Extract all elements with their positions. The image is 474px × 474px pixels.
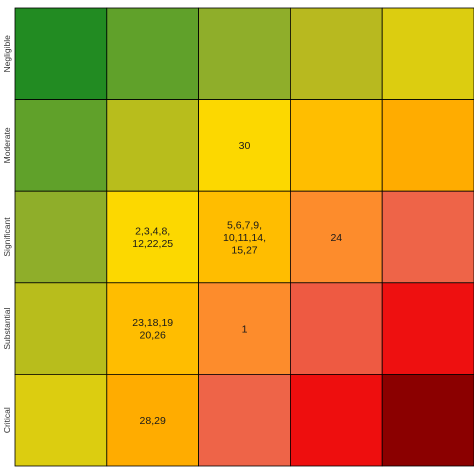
cell-label-r5-c2-line1: 28,29	[140, 415, 166, 427]
heatmap-cell-r5-c4	[289, 373, 383, 467]
cell-label-r2-c3-line1: 30	[239, 140, 251, 152]
heatmap-cell-r3-c2	[106, 190, 200, 284]
heatmap-cell-r5-c3	[198, 373, 291, 467]
heatmap-cells: 30 2,3,4,8,12,22,25 5,6,7,9,10,11,14,15,27…	[14, 7, 474, 467]
heatmap-cell-r3-c4	[289, 190, 383, 284]
heatmap-cell-r2-c4	[289, 99, 383, 192]
heatmap-cell-r1-c3	[198, 7, 291, 100]
heatmap-cell-r5-c1	[14, 373, 108, 467]
heatmap-cell-r3-c3	[198, 190, 291, 284]
heatmap-cell-r4-c5	[381, 282, 474, 375]
cell-label-r3-c3-line2: 10,11,14,	[223, 232, 266, 244]
heatmap-cell-r4-c3	[198, 282, 291, 375]
row-label-substantial: Substantial	[2, 307, 12, 349]
heatmap-cell-r2-c5	[381, 99, 474, 192]
heatmap-cell-r1-c1	[14, 7, 108, 100]
cell-label-r4-c3-line1: 1	[242, 323, 248, 335]
heatmap-cell-r2-c2	[106, 99, 200, 192]
heatmap-cell-r3-c5	[381, 190, 474, 284]
heatmap-cell-r5-c2	[106, 373, 200, 467]
row-label-critical: Critical	[2, 407, 12, 433]
row-label-negligible: Negligible	[2, 35, 12, 73]
heatmap-cell-r4-c4	[289, 282, 383, 375]
heatmap-cell-r4-c1	[14, 282, 108, 375]
heatmap-cell-r1-c2	[106, 7, 200, 100]
heatmap-cell-r5-c5	[381, 373, 474, 467]
cell-label-r4-c2-line2: 20,26	[140, 330, 166, 342]
cell-label-r3-c3-line1: 5,6,7,9,	[227, 219, 262, 231]
y-axis-tick-labels: Negligible Moderate Significant Substantial…	[2, 35, 12, 433]
cell-label-r4-c2-line1: 23,18,19	[132, 317, 173, 329]
heatmap-cell-r4-c2	[106, 282, 200, 375]
row-label-moderate: Moderate	[2, 127, 12, 163]
cell-label-r3-c3-line3: 15,27	[231, 244, 257, 256]
cell-label-r3-c2-line1: 2,3,4,8,	[135, 226, 170, 238]
heatmap-cell-r2-c1	[14, 99, 108, 192]
row-label-significant: Significant	[2, 217, 12, 257]
heatmap-cell-r3-c1	[14, 190, 108, 284]
heatmap-cell-r1-c5	[381, 7, 474, 100]
heatmap-cell-r2-c3	[198, 99, 291, 192]
cell-label-r3-c4-line1: 24	[330, 232, 342, 244]
heatmap-cell-r1-c4	[289, 7, 383, 100]
cell-label-r3-c2-line2: 12,22,25	[132, 238, 173, 250]
